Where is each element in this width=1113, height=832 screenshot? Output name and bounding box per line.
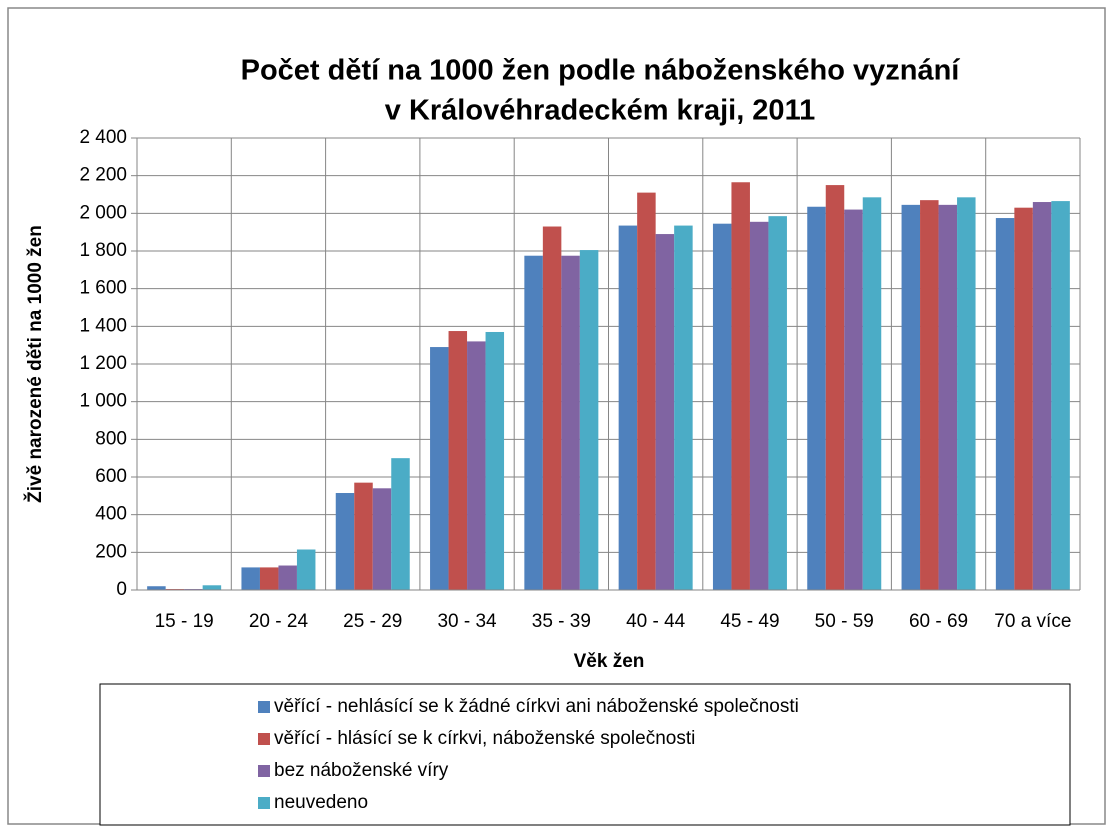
x-tick-label: 20 - 24 xyxy=(249,611,309,632)
legend-swatch xyxy=(258,733,270,745)
bar xyxy=(448,331,468,590)
x-tick-label: 25 - 29 xyxy=(343,611,402,632)
bar xyxy=(561,255,580,591)
y-tick-label: 2 400 xyxy=(79,127,127,148)
y-tick-label: 1 400 xyxy=(79,315,127,336)
bar xyxy=(579,250,599,590)
y-tick-label: 1 600 xyxy=(79,278,127,299)
legend-label: věřící - nehlásící se k žádné církvi ani… xyxy=(274,696,799,717)
x-axis-title: Věk žen xyxy=(574,651,645,672)
bar xyxy=(807,206,826,590)
x-tick-label: 35 - 39 xyxy=(532,611,591,632)
bar xyxy=(844,209,863,591)
legend-swatch xyxy=(258,765,270,777)
x-tick-label: 60 - 69 xyxy=(909,611,968,632)
bar xyxy=(259,567,279,590)
bar xyxy=(825,185,845,591)
legend-swatch xyxy=(258,797,270,809)
bar xyxy=(768,216,787,591)
bar xyxy=(862,197,882,590)
y-tick-label: 1 200 xyxy=(79,353,127,374)
bar xyxy=(655,234,675,591)
chart-title: Počet dětí na 1000 žen podle náboženskéh… xyxy=(241,55,961,87)
bar xyxy=(618,225,638,590)
x-tick-label: 70 a více xyxy=(994,611,1071,632)
legend-label: věřící - hlásící se k církvi, náboženské… xyxy=(274,728,695,749)
bar xyxy=(731,182,750,590)
y-tick-label: 0 xyxy=(116,579,127,600)
chart-title: v Královéhradeckém kraji, 2011 xyxy=(385,95,815,127)
bar xyxy=(1051,201,1070,590)
bar xyxy=(1014,207,1033,590)
x-tick-label: 50 - 59 xyxy=(815,611,874,632)
y-tick-label: 1 000 xyxy=(79,391,127,412)
bar xyxy=(749,221,769,590)
x-tick-label: 15 - 19 xyxy=(155,611,214,632)
y-tick-label: 800 xyxy=(95,428,127,449)
legend-swatch xyxy=(258,701,270,713)
legend-label: bez náboženské víry xyxy=(274,760,449,781)
bar xyxy=(995,218,1015,590)
bar xyxy=(957,197,976,590)
bar xyxy=(485,331,505,590)
y-tick-label: 2 200 xyxy=(79,165,127,186)
bar xyxy=(147,586,166,590)
bar xyxy=(524,255,543,591)
x-tick-label: 45 - 49 xyxy=(720,611,779,632)
y-tick-label: 1 800 xyxy=(79,240,127,261)
bar xyxy=(278,565,297,590)
bar xyxy=(372,488,392,590)
x-tick-label: 40 - 44 xyxy=(626,611,686,632)
bar xyxy=(296,549,316,590)
y-axis-title: Živě narozené děti na 1000 žen xyxy=(24,225,46,503)
y-tick-label: 2 000 xyxy=(79,202,127,223)
bar xyxy=(335,493,355,590)
bar xyxy=(202,585,222,590)
bar xyxy=(542,226,562,590)
bar xyxy=(354,482,373,590)
x-tick-label: 30 - 34 xyxy=(437,611,497,632)
y-tick-label: 600 xyxy=(95,466,127,487)
bar xyxy=(430,347,449,590)
y-tick-label: 200 xyxy=(95,541,127,562)
bar xyxy=(938,204,958,590)
bar xyxy=(637,192,656,590)
bar xyxy=(467,341,486,590)
bar xyxy=(901,204,921,590)
bar xyxy=(1032,202,1052,591)
y-tick-label: 400 xyxy=(95,504,127,525)
legend-label: neuvedeno xyxy=(274,792,368,813)
bar xyxy=(712,223,732,591)
bar xyxy=(674,225,693,590)
bar xyxy=(241,567,260,590)
bar xyxy=(920,200,939,590)
bar xyxy=(391,458,410,590)
